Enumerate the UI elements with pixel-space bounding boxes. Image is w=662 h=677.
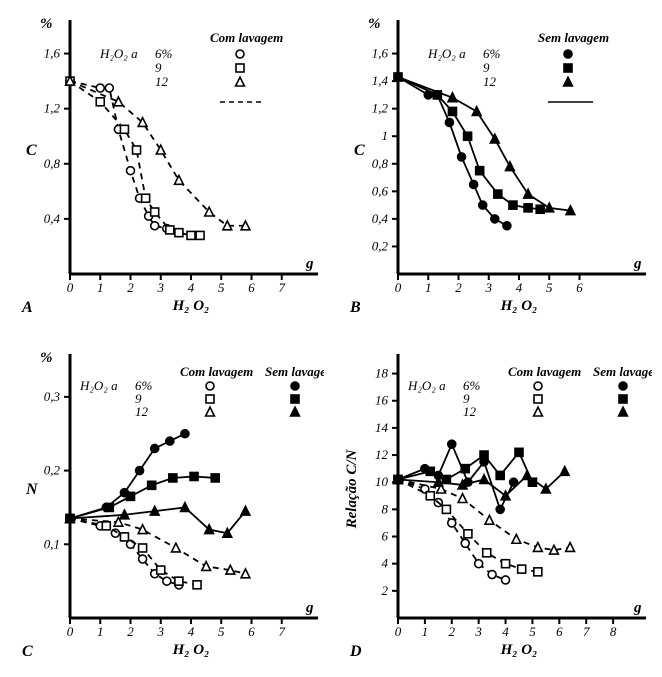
- svg-text:12: 12: [463, 404, 477, 419]
- svg-text:Sem lavagem: Sem lavagem: [593, 364, 652, 379]
- panel-d: 01234567824681012141618gH₂ O₂Relação C/N…: [342, 342, 652, 662]
- svg-text:H₂O₂ a: H₂O₂ a: [407, 378, 446, 393]
- svg-text:H₂ O₂: H₂ O₂: [500, 298, 538, 314]
- svg-text:16: 16: [375, 393, 389, 408]
- svg-text:Com lavagem: Com lavagem: [180, 364, 253, 379]
- svg-text:8: 8: [382, 501, 389, 516]
- svg-text:12: 12: [155, 74, 169, 89]
- svg-text:D: D: [349, 643, 362, 660]
- svg-text:Sem lavagem: Sem lavagem: [265, 364, 324, 379]
- svg-text:g: g: [633, 600, 642, 616]
- svg-text:7: 7: [583, 624, 590, 639]
- svg-text:1,2: 1,2: [372, 101, 389, 116]
- svg-text:0,8: 0,8: [372, 156, 389, 171]
- svg-text:6: 6: [248, 624, 255, 639]
- svg-text:%: %: [40, 16, 53, 32]
- svg-text:%: %: [40, 350, 53, 366]
- svg-text:4: 4: [516, 280, 523, 295]
- svg-text:g: g: [305, 256, 314, 272]
- svg-text:H₂ O₂: H₂ O₂: [172, 298, 210, 314]
- svg-text:6: 6: [382, 529, 389, 544]
- svg-text:12: 12: [135, 404, 149, 419]
- svg-text:4: 4: [502, 624, 509, 639]
- panel-a: 012345670,40,81,21,6%gH₂ O₂CACom lavagem…: [14, 8, 324, 318]
- svg-text:5: 5: [529, 624, 536, 639]
- svg-text:2: 2: [127, 280, 134, 295]
- svg-text:6: 6: [248, 280, 255, 295]
- svg-text:Sem lavagem: Sem lavagem: [538, 30, 609, 45]
- svg-text:7: 7: [279, 624, 286, 639]
- svg-text:H₂O₂ a: H₂O₂ a: [427, 46, 466, 61]
- svg-text:2: 2: [449, 624, 456, 639]
- svg-text:8: 8: [610, 624, 617, 639]
- panel-c: 012345670,10,20,3%gH₂ O₂NCCom lavagemSem…: [14, 342, 324, 662]
- svg-text:1,6: 1,6: [44, 46, 61, 61]
- svg-text:6%: 6%: [483, 46, 501, 61]
- svg-text:H₂O₂ a: H₂O₂ a: [79, 378, 118, 393]
- svg-text:3: 3: [157, 280, 165, 295]
- svg-text:3: 3: [485, 280, 493, 295]
- svg-text:0: 0: [395, 280, 402, 295]
- svg-text:1: 1: [425, 280, 432, 295]
- svg-text:1: 1: [97, 624, 104, 639]
- svg-text:0: 0: [395, 624, 402, 639]
- svg-text:6%: 6%: [155, 46, 173, 61]
- svg-text:5: 5: [546, 280, 553, 295]
- svg-text:0,1: 0,1: [44, 536, 60, 551]
- chart-grid: { "colors": { "bg": "#ffffff", "ink": "#…: [0, 0, 662, 677]
- svg-text:C: C: [22, 643, 33, 660]
- svg-text:g: g: [633, 256, 642, 272]
- svg-text:C: C: [354, 142, 365, 159]
- svg-text:H₂O₂ a: H₂O₂ a: [99, 46, 138, 61]
- svg-text:12: 12: [375, 447, 389, 462]
- svg-text:0,6: 0,6: [372, 183, 389, 198]
- svg-text:1,2: 1,2: [44, 101, 61, 116]
- svg-text:1: 1: [97, 280, 104, 295]
- svg-text:18: 18: [375, 366, 389, 381]
- svg-text:5: 5: [218, 280, 225, 295]
- svg-text:1: 1: [382, 128, 389, 143]
- svg-text:0,3: 0,3: [44, 389, 61, 404]
- svg-text:1: 1: [422, 624, 429, 639]
- svg-text:H₂ O₂: H₂ O₂: [500, 642, 538, 658]
- svg-text:B: B: [349, 299, 361, 316]
- svg-text:3: 3: [157, 624, 165, 639]
- svg-text:10: 10: [375, 474, 389, 489]
- svg-text:H₂ O₂: H₂ O₂: [172, 642, 210, 658]
- svg-text:5: 5: [218, 624, 225, 639]
- svg-text:Relação C/N: Relação C/N: [344, 448, 360, 529]
- svg-text:g: g: [305, 600, 314, 616]
- svg-text:2: 2: [127, 624, 134, 639]
- svg-text:0: 0: [67, 280, 74, 295]
- svg-text:0,8: 0,8: [44, 156, 61, 171]
- svg-text:14: 14: [375, 420, 389, 435]
- svg-text:0,2: 0,2: [44, 463, 61, 478]
- svg-text:6: 6: [576, 280, 583, 295]
- svg-text:Com lavagem: Com lavagem: [210, 30, 283, 45]
- svg-text:A: A: [21, 299, 33, 316]
- svg-text:6: 6: [556, 624, 563, 639]
- svg-text:0,2: 0,2: [372, 238, 389, 253]
- svg-text:2: 2: [382, 583, 389, 598]
- svg-text:N: N: [25, 481, 39, 498]
- svg-text:3: 3: [474, 624, 482, 639]
- svg-text:12: 12: [483, 74, 497, 89]
- svg-text:2: 2: [455, 280, 462, 295]
- svg-text:0,4: 0,4: [372, 211, 389, 226]
- svg-text:Com lavagem: Com lavagem: [508, 364, 581, 379]
- svg-text:C: C: [26, 142, 37, 159]
- svg-text:4: 4: [188, 624, 195, 639]
- panel-b: 01234560,20,40,60,811,21,41,6%gH₂ O₂CBSe…: [342, 8, 652, 318]
- svg-text:4: 4: [188, 280, 195, 295]
- svg-text:%: %: [368, 16, 381, 32]
- svg-text:0,4: 0,4: [44, 211, 61, 226]
- svg-text:0: 0: [67, 624, 74, 639]
- svg-text:7: 7: [279, 280, 286, 295]
- svg-text:4: 4: [382, 556, 389, 571]
- svg-text:9: 9: [155, 60, 162, 75]
- svg-text:1,6: 1,6: [372, 46, 389, 61]
- svg-text:9: 9: [483, 60, 490, 75]
- svg-text:1,4: 1,4: [372, 73, 389, 88]
